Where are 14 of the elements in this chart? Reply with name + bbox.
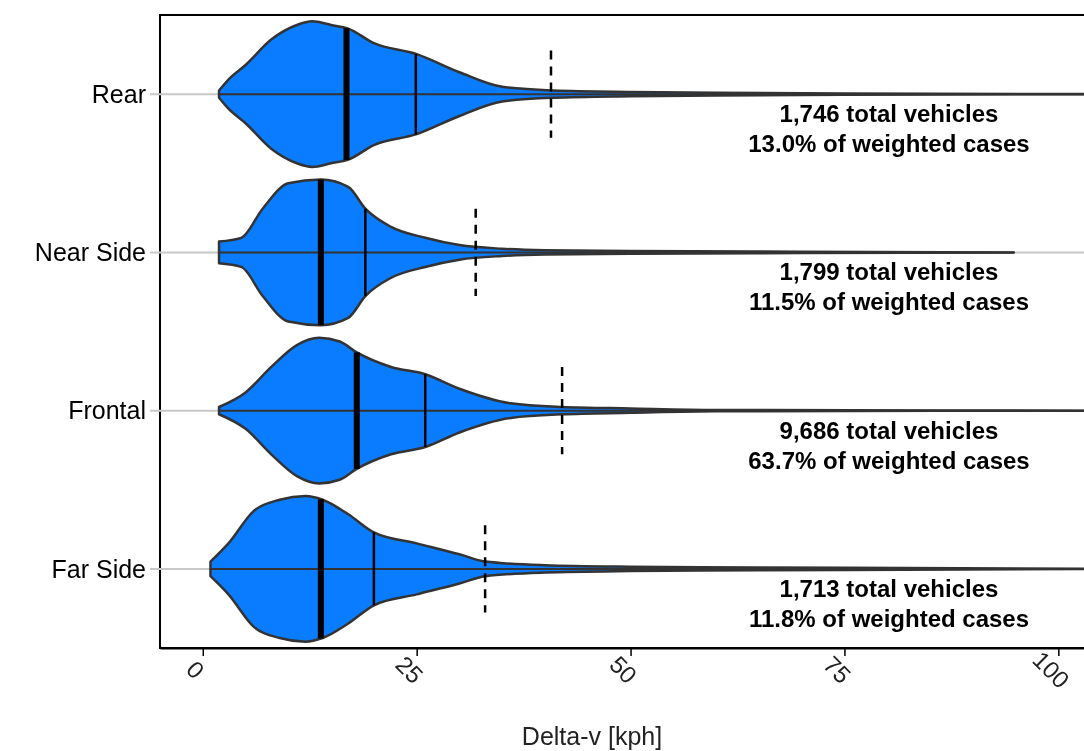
text: 9,686 total vehicles 63.7% of weighted cases [748,416,1030,474]
x-tick-label: 100 [1027,646,1075,694]
x-tick-label: 50 [604,650,643,689]
y-axis-title: Near Side [34,238,146,267]
y-axis-title: Rear [91,79,146,108]
x-tick-label: 0 [181,655,210,684]
y-axis-title: Far Side [51,554,146,583]
x-tick-label: 25 [390,650,429,689]
x-axis-title: Delta-v [kph] [521,722,663,750]
text: 1,799 total vehicles 11.5% of weighted cases [748,258,1030,316]
x-tick-label: 75 [818,650,857,689]
text: 1,746 total vehicles 13.0% of weighted cases [748,100,1030,158]
text: 1,713 total vehicles 11.8% of weighted cases [748,574,1030,632]
y-axis-title: Frontal [68,396,146,425]
